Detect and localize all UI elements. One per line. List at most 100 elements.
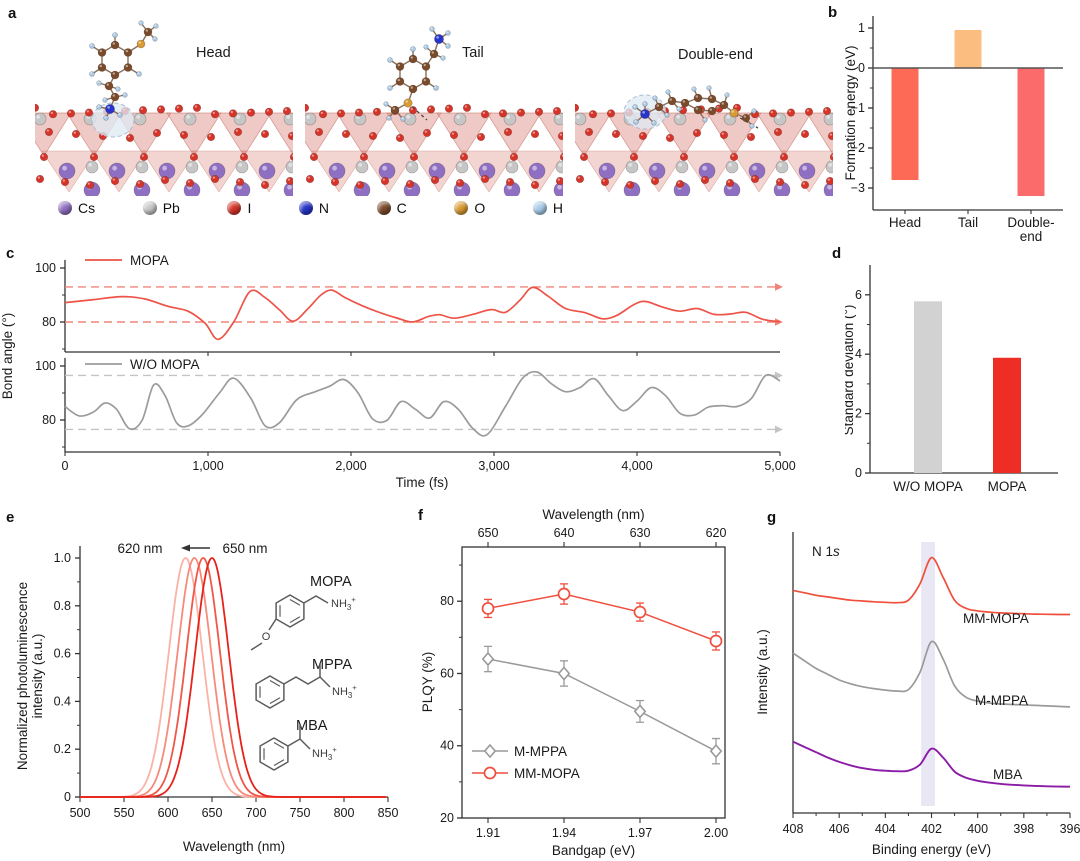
atom-I xyxy=(336,109,346,118)
atom-I xyxy=(309,152,319,162)
atom-Cs xyxy=(378,162,396,180)
atom-I xyxy=(725,178,735,188)
atom-legend-item: Pb xyxy=(142,200,180,216)
atom-H xyxy=(387,85,393,91)
g-y-axis-label: Intensity (a.u.) xyxy=(755,629,770,715)
atom-H xyxy=(89,43,95,49)
molecule-mba: MBA NH3+ xyxy=(259,718,337,771)
atom-I xyxy=(804,107,814,116)
atom-H xyxy=(152,36,158,42)
e-xtick-label: 750 xyxy=(290,806,311,820)
g-xtick-label: 406 xyxy=(829,822,850,836)
g-series-label: MM-MOPA xyxy=(963,611,1029,626)
methoxy-oxygen: O xyxy=(262,631,271,643)
atom-H xyxy=(153,23,159,29)
atom-I xyxy=(380,176,390,186)
atom-H xyxy=(102,97,108,103)
atom-H xyxy=(117,112,123,118)
atom-Cs xyxy=(648,162,666,180)
xps-chart: 408 406 404 402 400 398 396 MM-MOPA M-MPPA MBA N 1… xyxy=(755,532,1080,857)
atom-I xyxy=(534,107,544,116)
atom-I xyxy=(750,174,760,184)
atom-I xyxy=(355,180,365,190)
atom-I xyxy=(60,177,70,187)
atom-I xyxy=(85,180,95,190)
atom-I xyxy=(359,152,369,162)
dashed-line-arrow xyxy=(775,371,783,380)
atom-C xyxy=(429,49,439,59)
atom-N xyxy=(434,34,444,44)
atom-H xyxy=(691,86,697,92)
atom-I xyxy=(557,131,563,141)
d-ytick-label: 2 xyxy=(855,407,862,421)
atom-I xyxy=(498,109,508,118)
atom-Cs xyxy=(258,162,276,180)
atom-H xyxy=(664,112,670,118)
atom-Pb xyxy=(775,160,789,174)
atom-C xyxy=(123,63,133,72)
atom-I xyxy=(192,103,202,112)
c-xtick-label: 3,000 xyxy=(478,459,509,473)
atom-Pb xyxy=(725,160,739,174)
structure-head-render xyxy=(35,20,293,196)
atom-I xyxy=(48,110,58,119)
interaction-dashed-bond xyxy=(407,102,428,121)
atom-I xyxy=(395,133,405,143)
f-ytick-label: 80 xyxy=(440,594,454,608)
c-series-label: MOPA xyxy=(130,253,169,268)
atom-I xyxy=(185,178,195,188)
panel-letter-a: a xyxy=(8,5,17,22)
g-xtick-label: 408 xyxy=(783,822,804,836)
e-xtick-label: 650 xyxy=(202,806,223,820)
atom-I xyxy=(462,103,472,112)
adsorbed-molecule xyxy=(632,85,759,129)
atom-symbol: Cs xyxy=(78,200,96,216)
perovskite-slab xyxy=(575,103,833,196)
atom-I xyxy=(459,152,469,162)
atom-I xyxy=(239,152,249,162)
atom-Pb xyxy=(35,112,47,126)
atom-I xyxy=(228,109,238,118)
c-series-label: W/O MOPA xyxy=(130,357,200,372)
b-ytick-label: −3 xyxy=(851,181,865,195)
atom-H xyxy=(410,46,416,52)
atom-Pb xyxy=(85,160,99,174)
atom-I xyxy=(84,108,94,117)
atom-sphere-icon xyxy=(532,201,547,215)
atom-I xyxy=(189,152,199,162)
left-arrow-icon xyxy=(181,544,190,552)
atom-I xyxy=(516,108,526,117)
e-xtick-label: 550 xyxy=(114,806,135,820)
c-xtick-label: 1,000 xyxy=(192,459,223,473)
atom-Pb xyxy=(673,112,687,126)
atom-I xyxy=(282,106,292,116)
g-xtick-label: 404 xyxy=(875,822,896,836)
atom-sphere-icon xyxy=(376,201,391,215)
atom-I xyxy=(505,177,515,187)
plqy-chart: 1.91 650 1.94 640 1.97 630 2.00 620 20 40 60 80 M-MP… xyxy=(420,507,728,858)
panel-letter-f: f xyxy=(418,507,423,524)
g-xtick-label: 400 xyxy=(967,822,988,836)
f-ytick-label: 20 xyxy=(440,811,454,825)
c-xtick-label: 5,000 xyxy=(764,459,795,473)
g-xtick-label: 396 xyxy=(1060,822,1080,836)
atom-I xyxy=(160,175,170,185)
c-trace-mopa xyxy=(64,286,781,341)
atom-legend: Cs Pb I N C O H xyxy=(58,200,563,216)
atom-Pb xyxy=(505,160,519,174)
c-ytick-label: 100 xyxy=(35,261,56,275)
atom-I xyxy=(455,178,465,188)
atom-H xyxy=(423,44,429,50)
atom-O xyxy=(403,98,413,108)
atom-I xyxy=(800,180,810,190)
atom-I xyxy=(675,179,685,189)
c-xtick-label: 2,000 xyxy=(335,459,366,473)
atom-I xyxy=(575,103,580,112)
g-x-axis-label: Binding energy (eV) xyxy=(872,842,991,857)
panel-letter-c: c xyxy=(6,245,15,262)
atom-I xyxy=(611,129,621,139)
atom-I xyxy=(786,108,796,117)
b-ytick-label: 0 xyxy=(858,61,865,75)
diamond-marker xyxy=(709,743,723,759)
